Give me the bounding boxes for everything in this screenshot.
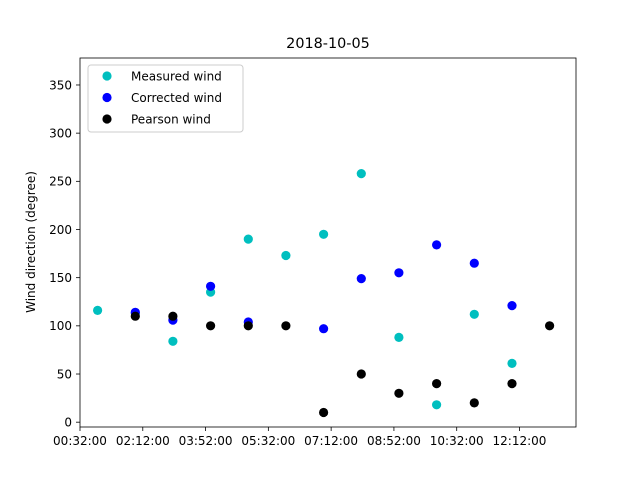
data-point-1-8 [469,258,479,268]
data-point-0-4 [243,234,253,244]
x-tick-label-2: 03:52:00 [179,434,233,448]
data-point-0-11 [507,358,517,368]
x-tick-label-5: 08:52:00 [367,434,421,448]
data-point-2-1 [168,311,178,321]
y-tick-label-3: 150 [49,271,72,285]
data-point-0-2 [168,336,178,346]
data-point-0-6 [319,229,329,239]
y-axis-label: Wind direction (degree) [24,171,38,313]
x-tick-label-6: 10:32:00 [430,434,484,448]
data-point-2-5 [319,407,329,418]
legend-marker-2 [102,114,112,124]
y-tick-label-2: 100 [49,319,72,333]
x-tick-label-4: 07:12:00 [304,434,358,448]
x-tick-label-0: 00:32:00 [53,434,107,448]
x-tick-label-7: 12:12:00 [493,434,547,448]
data-point-0-5 [281,250,291,261]
data-point-2-11 [545,321,555,331]
data-point-0-8 [394,332,404,342]
data-point-1-9 [507,301,517,311]
plot-marks [93,169,555,418]
data-point-1-2 [206,281,216,291]
data-point-0-0 [93,305,103,315]
data-point-2-9 [469,398,479,408]
legend-label-1: Corrected wind [131,91,222,105]
chart-title: 2018-10-05 [286,36,370,52]
y-tick-label-1: 50 [57,367,72,381]
data-point-1-4 [319,324,329,334]
data-point-1-5 [356,274,366,284]
legend-marker-0 [102,71,112,81]
data-point-2-2 [206,321,216,331]
axes: 00:32:00 02:12:00 03:52:00 05:32:00 07:12:00… [49,78,546,448]
legend-marker-1 [102,92,112,103]
legend-box [87,64,244,133]
data-point-0-7 [356,169,366,179]
data-point-2-7 [394,388,404,398]
y-tick-label-4: 200 [49,223,72,237]
data-point-2-0 [130,311,140,321]
legend-label-2: Pearson wind [131,112,211,126]
data-point-0-9 [432,400,442,410]
legend: Measured wind Corrected wind Pearson wind [87,64,244,133]
x-tick-label-3: 05:32:00 [241,434,295,448]
data-point-2-4 [281,321,291,331]
data-point-1-7 [432,240,442,250]
y-tick-label-5: 250 [49,175,72,189]
y-tick-label-6: 300 [49,126,72,140]
x-tick-label-1: 02:12:00 [116,434,170,448]
data-point-1-6 [394,268,404,278]
legend-label-0: Measured wind [131,69,222,83]
data-point-2-3 [243,321,253,331]
y-tick-label-7: 350 [49,78,72,92]
plot-frame [79,57,577,428]
y-tick-label-0: 0 [64,415,72,429]
data-point-0-10 [469,309,479,319]
data-point-2-6 [356,369,366,379]
data-point-2-8 [432,379,442,389]
data-point-2-10 [507,379,517,389]
